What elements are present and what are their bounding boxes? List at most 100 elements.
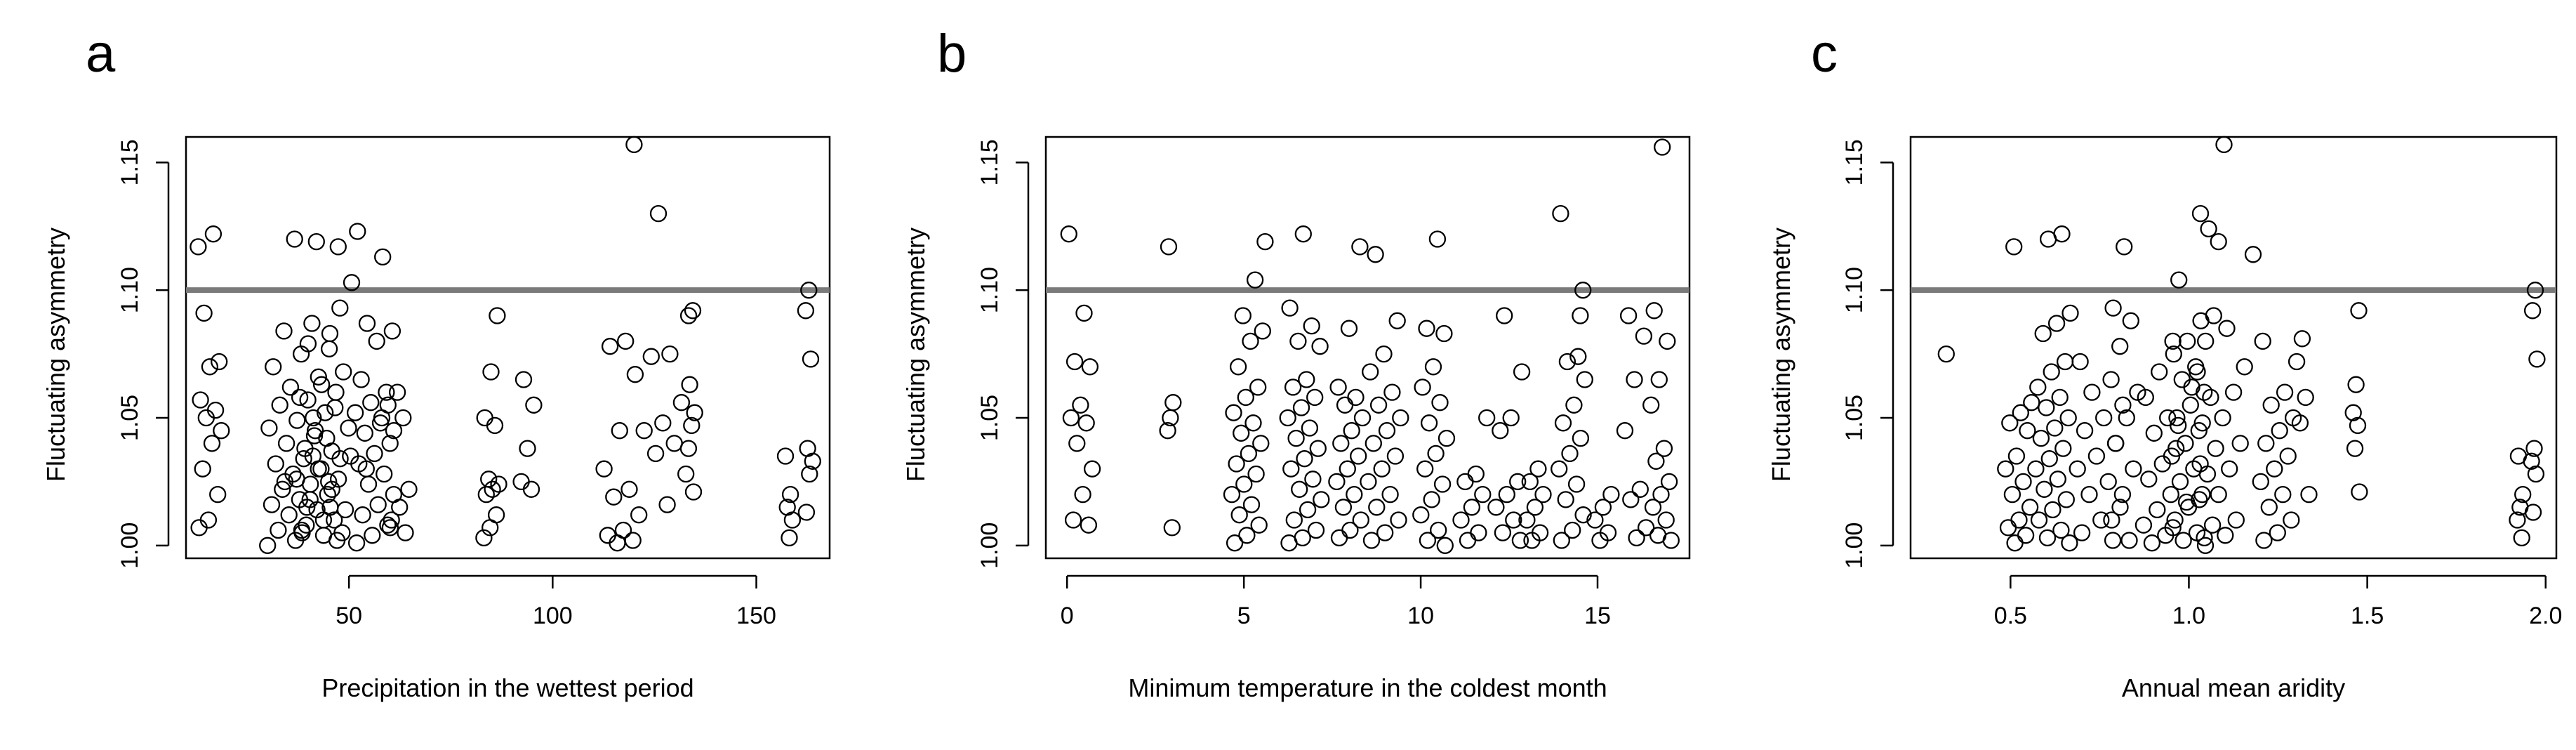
data-point	[333, 524, 351, 541]
data-point	[642, 348, 660, 365]
data-point	[1660, 473, 1678, 491]
data-point	[2221, 460, 2238, 478]
data-point	[326, 399, 344, 416]
data-point	[331, 450, 349, 468]
data-point	[1576, 371, 1593, 388]
data-point	[1496, 307, 1513, 324]
data-point	[2170, 271, 2188, 289]
data-point	[1521, 473, 1539, 491]
data-point	[1616, 422, 1634, 440]
data-point	[679, 307, 698, 324]
data-point	[1662, 532, 1680, 549]
data-point	[1164, 394, 1182, 412]
x-tick-label: 0	[1061, 603, 1074, 629]
data-point	[1237, 388, 1254, 407]
panel-letter: b	[937, 24, 967, 84]
data-point	[1347, 388, 1365, 407]
data-point	[1244, 414, 1262, 432]
data-point	[2005, 238, 2023, 256]
data-point	[1254, 322, 1271, 340]
data-point	[1065, 353, 1084, 371]
data-point	[1301, 419, 1319, 437]
data-point	[611, 422, 628, 440]
data-point	[2244, 246, 2262, 263]
data-point	[2125, 460, 2142, 478]
data-point	[2255, 532, 2273, 549]
data-point	[2069, 460, 2086, 478]
data-point	[1586, 511, 1604, 529]
data-point	[1637, 519, 1655, 537]
data-point	[1418, 320, 1435, 337]
data-point	[2095, 409, 2113, 427]
data-point	[1360, 473, 1377, 491]
plot-frame	[185, 136, 831, 560]
data-point	[2190, 422, 2207, 440]
data-point	[1343, 422, 1360, 440]
data-point	[2003, 485, 2021, 504]
data-point	[1238, 527, 1256, 544]
data-point	[525, 396, 543, 414]
data-point	[1657, 511, 1675, 529]
data-point	[1299, 501, 1317, 519]
panel-letter: c	[1811, 24, 1838, 84]
data-point	[797, 302, 815, 320]
data-point	[2043, 363, 2060, 381]
data-point	[354, 506, 371, 524]
data-point	[381, 519, 399, 537]
data-point	[379, 396, 397, 414]
x-tick-label: 5	[1237, 603, 1251, 629]
data-point	[276, 473, 294, 491]
data-point	[1307, 521, 1325, 539]
data-point	[1502, 409, 1520, 427]
data-point	[1594, 499, 1612, 516]
data-point	[2252, 473, 2269, 491]
data-point	[197, 409, 215, 427]
data-point	[2040, 450, 2058, 468]
plot-frame	[1044, 136, 1691, 560]
data-point	[2038, 529, 2057, 547]
data-point	[1430, 521, 1447, 539]
data-point	[310, 460, 327, 478]
data-point	[2224, 383, 2243, 401]
data-point	[1282, 460, 1300, 478]
data-point	[1635, 327, 1653, 345]
data-point	[1289, 332, 1307, 350]
data-point	[275, 322, 293, 340]
data-point	[277, 435, 296, 452]
data-point	[1655, 440, 1673, 457]
data-point	[1230, 506, 1248, 524]
data-point	[486, 416, 504, 435]
data-point	[305, 409, 322, 427]
data-point	[1390, 511, 1407, 529]
data-point	[2215, 136, 2233, 154]
data-point	[2137, 388, 2154, 407]
x-tick-label: 50	[336, 603, 362, 629]
plot-frame	[1909, 136, 2558, 560]
x-tick-label: 0.5	[1994, 603, 2027, 629]
data-point	[1474, 485, 1492, 504]
data-point	[2179, 332, 2196, 350]
data-point	[490, 475, 507, 493]
data-point	[2528, 350, 2546, 368]
data-point	[1346, 485, 1363, 504]
data-point	[1392, 409, 1409, 427]
data-point	[2029, 379, 2047, 396]
data-point	[314, 511, 333, 529]
data-point	[599, 527, 616, 544]
data-point	[1162, 409, 1179, 427]
data-point	[2010, 511, 2028, 529]
data-point	[195, 304, 213, 322]
data-point	[2344, 404, 2362, 421]
data-point	[1341, 521, 1359, 539]
data-point	[274, 480, 291, 498]
data-point	[2351, 483, 2368, 501]
data-point	[1518, 511, 1536, 529]
data-point	[601, 338, 619, 355]
data-point	[2509, 511, 2526, 529]
data-point	[2057, 491, 2075, 508]
data-point	[383, 322, 401, 340]
data-point	[1619, 307, 1638, 324]
data-point	[2122, 312, 2139, 329]
data-point	[1285, 511, 1303, 529]
data-point	[2114, 396, 2132, 414]
